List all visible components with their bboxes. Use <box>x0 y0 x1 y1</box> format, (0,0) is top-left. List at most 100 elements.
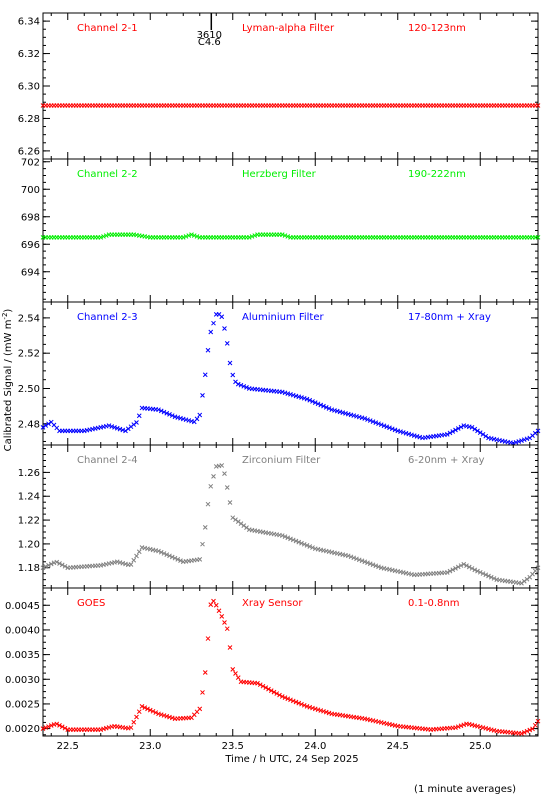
data-point <box>268 688 274 693</box>
data-point <box>200 541 205 547</box>
data-point <box>114 425 120 431</box>
data-point <box>40 726 46 731</box>
data-point <box>224 626 230 632</box>
data-point <box>120 427 126 433</box>
series-points <box>40 103 541 108</box>
panel-label-filter: Aluminium Filter <box>242 312 325 323</box>
data-point <box>208 602 214 608</box>
data-point <box>153 710 159 715</box>
data-point <box>370 562 376 568</box>
data-point <box>219 614 225 619</box>
data-point <box>535 235 541 240</box>
data-point <box>156 711 161 717</box>
data-point <box>183 234 189 239</box>
y-tick-label: 6.28 <box>18 114 40 125</box>
data-point <box>461 561 467 567</box>
x-tick-label: 24.0 <box>304 741 326 752</box>
data-point <box>513 439 519 445</box>
data-point <box>480 571 486 576</box>
data-point <box>142 705 148 710</box>
data-point <box>472 426 478 432</box>
data-point <box>222 326 227 331</box>
data-point <box>301 541 307 547</box>
data-point <box>310 545 315 550</box>
data-point <box>293 538 299 544</box>
data-point <box>224 485 230 490</box>
data-point <box>136 709 142 715</box>
data-point <box>491 576 497 581</box>
data-point <box>169 554 175 560</box>
data-point <box>109 424 115 429</box>
data-point <box>282 534 288 540</box>
data-point <box>367 418 373 423</box>
panel-label-channel: Channel 2-1 <box>77 23 138 34</box>
data-point <box>323 404 329 410</box>
data-point <box>167 412 172 417</box>
data-point <box>249 234 255 239</box>
data-point <box>169 715 175 721</box>
data-point <box>128 562 134 567</box>
data-point <box>315 707 321 713</box>
y-tick-label: 694 <box>21 267 40 278</box>
panel-5: 0.0020 0.0025 0.0030 0.0035 0.0040 0.0045 GOES… <box>5 587 541 737</box>
data-point <box>282 695 288 700</box>
data-point <box>378 422 384 428</box>
data-point <box>365 560 370 566</box>
data-point <box>208 483 214 489</box>
data-point <box>57 561 62 566</box>
y-tick-label: 0.0020 <box>5 724 40 735</box>
data-point <box>48 561 54 567</box>
data-point <box>458 424 464 430</box>
data-point <box>57 723 62 728</box>
data-point <box>472 567 478 573</box>
data-point <box>205 501 211 507</box>
data-point <box>194 416 200 422</box>
y-tick-label: 698 <box>21 212 40 223</box>
data-point <box>345 553 351 559</box>
data-point <box>384 424 390 430</box>
data-point <box>180 235 186 240</box>
data-point <box>178 558 183 563</box>
panel-label-band: 190-222nm <box>408 169 466 180</box>
data-point <box>158 549 164 555</box>
data-point <box>134 714 139 720</box>
data-point <box>354 556 359 562</box>
data-point <box>315 401 321 407</box>
data-point <box>367 561 373 567</box>
data-point <box>524 728 530 734</box>
data-point <box>224 341 230 346</box>
data-point <box>103 233 109 238</box>
data-point <box>321 403 326 409</box>
data-point <box>453 427 458 433</box>
data-point <box>293 699 299 705</box>
data-point <box>213 602 219 608</box>
data-point <box>535 428 541 434</box>
x-tick-label: 24.5 <box>387 741 409 752</box>
data-point <box>475 428 480 434</box>
data-point <box>453 725 458 730</box>
data-point <box>535 718 541 724</box>
data-point <box>200 393 205 398</box>
data-point <box>161 551 167 556</box>
data-point <box>376 421 381 427</box>
data-point <box>455 564 461 570</box>
data-point <box>486 573 491 579</box>
data-point <box>167 714 172 720</box>
data-point <box>54 559 60 565</box>
data-point <box>466 564 472 570</box>
data-point <box>288 536 293 542</box>
data-point <box>208 329 214 335</box>
data-point <box>274 691 280 696</box>
data-point <box>285 696 291 702</box>
data-point <box>46 724 51 729</box>
data-point <box>131 557 137 563</box>
data-point <box>458 723 464 729</box>
data-point <box>235 381 241 387</box>
data-point <box>101 234 106 239</box>
data-point <box>483 572 489 578</box>
y-tick-label: 6.34 <box>18 17 40 28</box>
y-tick-label: 2.52 <box>18 349 40 360</box>
data-point <box>131 719 137 725</box>
data-point <box>285 535 291 541</box>
flare-marker-label-top: 3610 <box>197 30 222 41</box>
